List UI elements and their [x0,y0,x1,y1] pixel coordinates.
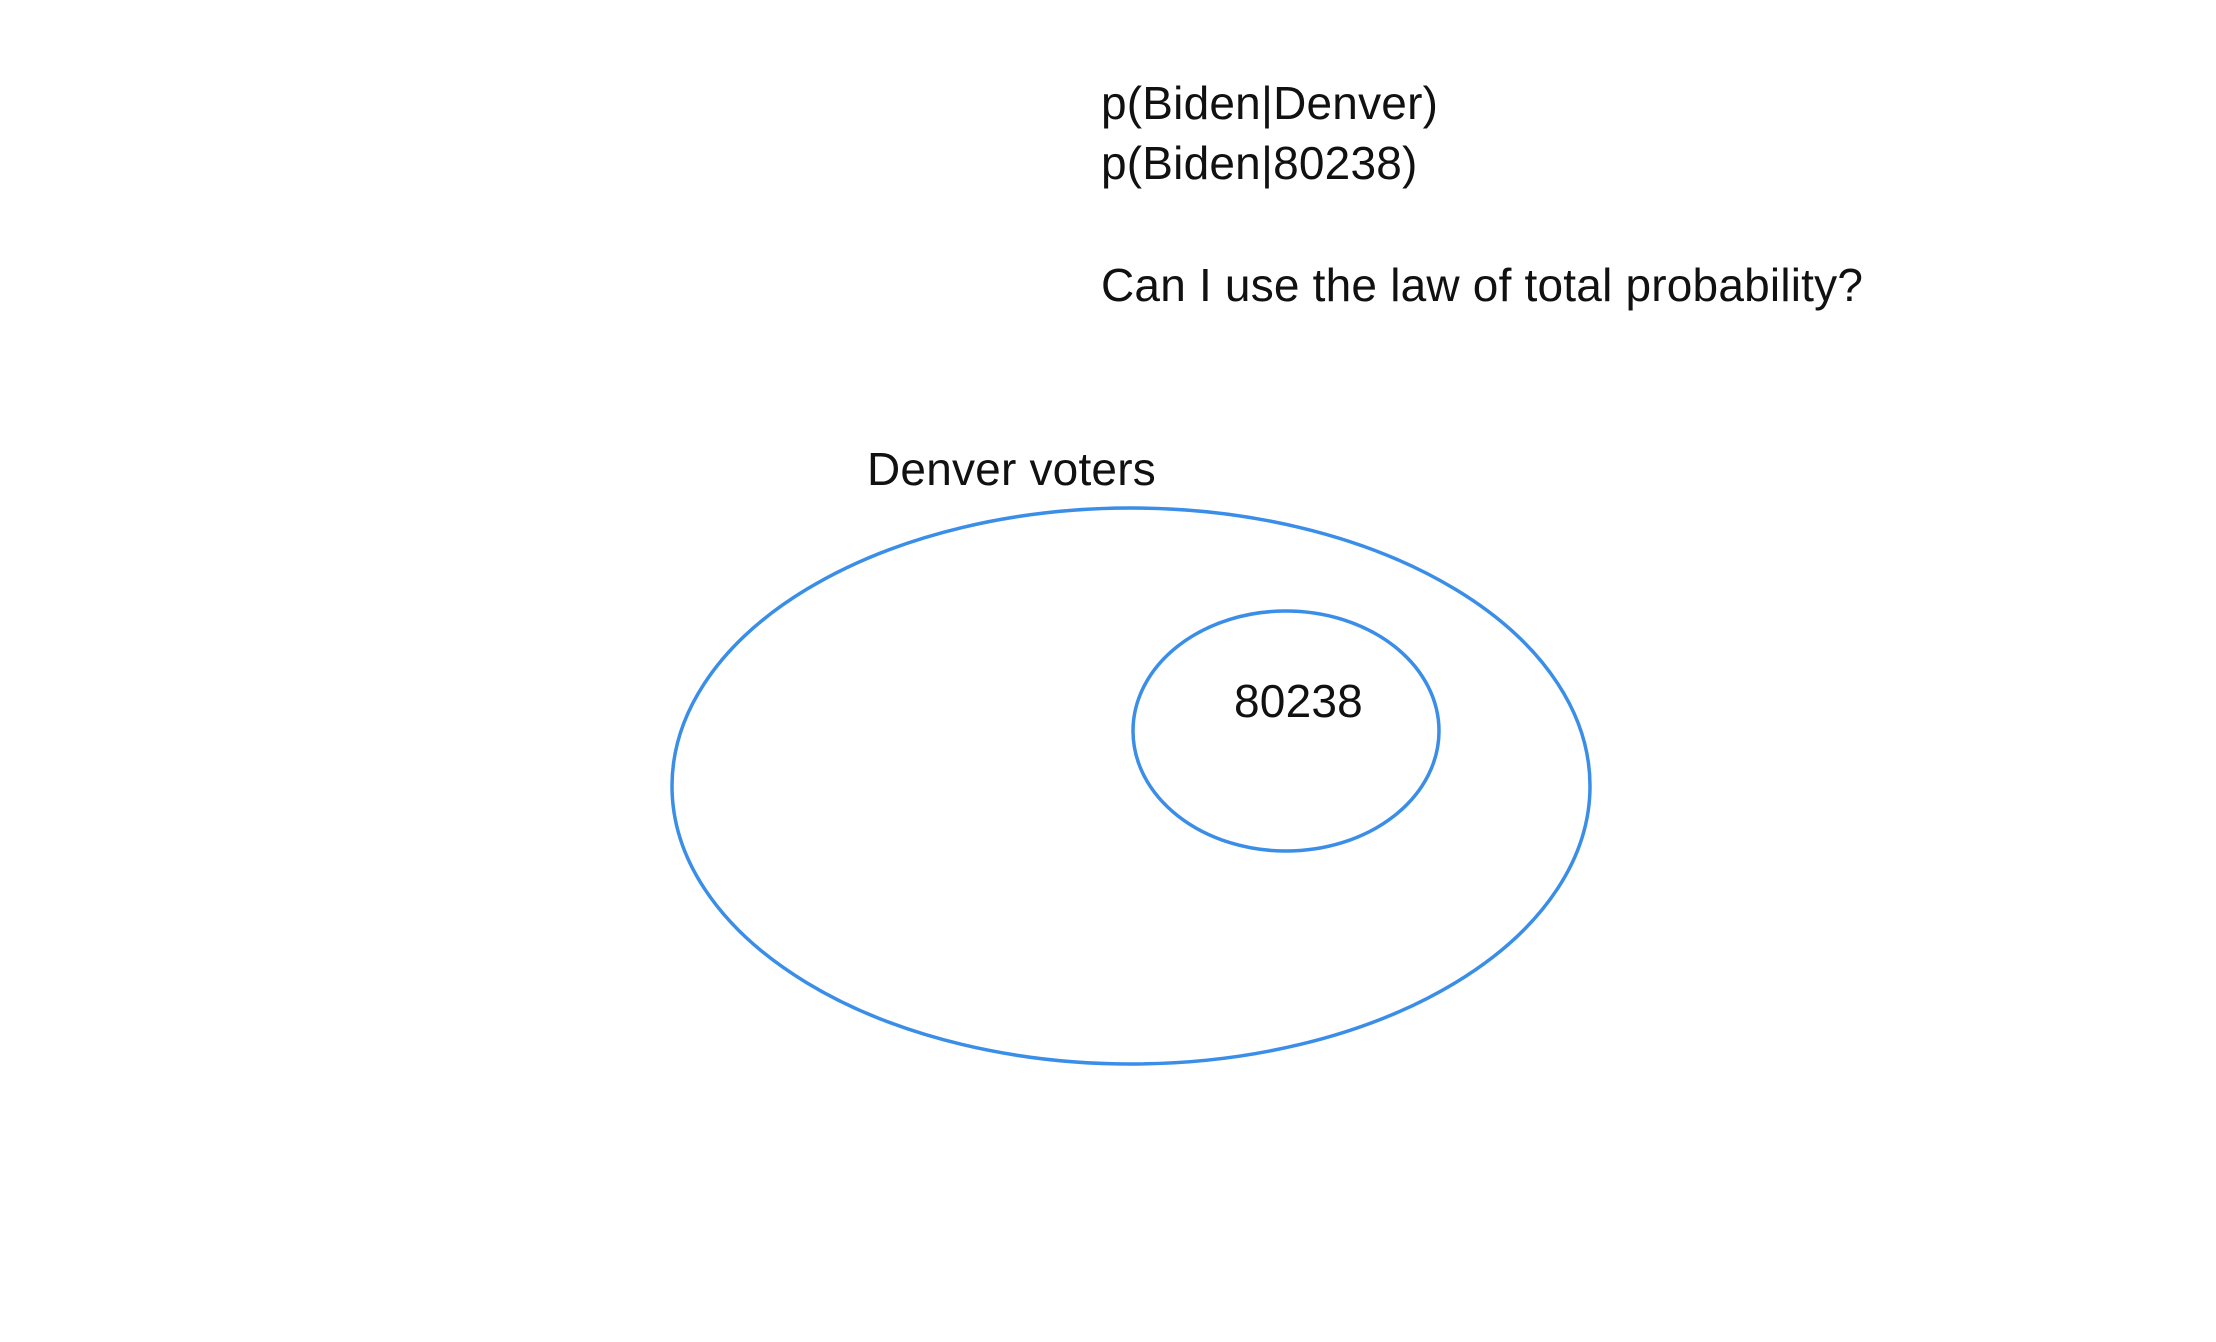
notes-line-biden-given-denver: p(Biden|Denver) [1101,77,1439,129]
zip-80238-label: 80238 [1234,675,1363,727]
notes-question: Can I use the law of total probability? [1101,259,1864,311]
notes-line-biden-given-zip: p(Biden|80238) [1101,137,1418,189]
denver-voters-label: Denver voters [867,443,1156,495]
zip-80238-ellipse [1131,609,1441,853]
denver-voters-ellipse [670,506,1592,1066]
